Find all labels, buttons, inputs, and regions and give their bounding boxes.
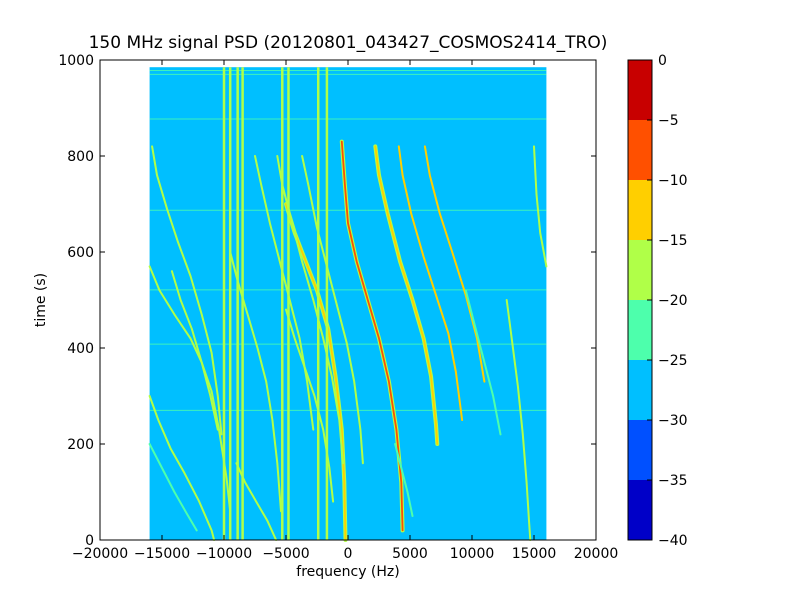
x-tick-label: 5000 — [392, 546, 428, 562]
x-axis-label: frequency (Hz) — [296, 564, 399, 580]
y-axis-label: time (s) — [33, 273, 49, 327]
signal-track — [229, 251, 282, 513]
signal-track — [374, 145, 439, 445]
signal-track — [285, 308, 335, 503]
heatmap-background — [149, 67, 547, 540]
signal-track — [276, 155, 344, 465]
x-tick-label: −5000 — [262, 546, 309, 562]
colorbar: 0 −5 −10 −15 −20 −25 −30 −35 −40 — [627, 53, 688, 549]
colorbar-tick-label: −40 — [658, 533, 688, 549]
signal-track — [285, 203, 347, 541]
signal-track — [464, 289, 502, 436]
colorbar-tick-label: −5 — [658, 113, 679, 129]
colorbar-tick-label: −30 — [658, 413, 688, 429]
x-tick-label: −10000 — [196, 546, 252, 562]
signal-track — [148, 395, 216, 541]
colorbar-tick-label: −10 — [658, 173, 688, 189]
signal-track — [533, 145, 548, 268]
signal-track — [301, 155, 364, 465]
colorbar-tick-label: −25 — [658, 353, 688, 369]
colorbar-band — [628, 360, 652, 420]
colorbar-band — [628, 300, 652, 360]
colorbar-band — [628, 420, 652, 480]
signal-track — [151, 145, 223, 436]
y-axis: 0 200 400 600 800 1000 — [58, 53, 596, 549]
signal-track — [148, 443, 198, 532]
colorbar-tick-label: −35 — [658, 473, 688, 489]
x-tick-label: 0 — [344, 546, 353, 562]
colorbar-band — [628, 240, 652, 300]
x-tick-label: 10000 — [450, 546, 495, 562]
colorbar-band — [628, 480, 652, 540]
plot-area: −20000 −15000 −10000 −5000 0 5000 10000 15000 20… — [58, 53, 618, 562]
signal-track — [397, 145, 464, 421]
x-axis: −20000 −15000 −10000 −5000 0 5000 10000 15000 20… — [72, 60, 618, 562]
x-tick-label: 15000 — [512, 546, 557, 562]
colorbar-bands — [628, 60, 652, 540]
y-tick-label: 0 — [85, 533, 94, 549]
y-tick-label: 800 — [67, 149, 94, 165]
colorbar-ticks: 0 −5 −10 −15 −20 −25 −30 −35 −40 — [647, 53, 688, 549]
colorbar-tick-label: −20 — [658, 293, 688, 309]
colorbar-band — [628, 60, 652, 120]
y-tick-label: 400 — [67, 341, 94, 357]
x-tick-label: −15000 — [134, 546, 190, 562]
chart-title: 150 MHz signal PSD (20120801_043427_COSM… — [89, 33, 608, 53]
signal-track — [254, 155, 315, 431]
x-tick-label: −20000 — [72, 546, 128, 562]
signal-track — [505, 299, 532, 541]
signal-track — [423, 145, 486, 383]
y-tick-label: 200 — [67, 437, 94, 453]
colorbar-tick-label: 0 — [658, 53, 667, 69]
signal-track — [394, 443, 414, 517]
colorbar-band — [628, 120, 652, 180]
colorbar-tick-label: −15 — [658, 233, 688, 249]
x-tick-label: 20000 — [574, 546, 619, 562]
signal-track — [170, 270, 219, 431]
colorbar-band — [628, 180, 652, 240]
y-tick-label: 600 — [67, 245, 94, 261]
y-tick-label: 1000 — [58, 53, 94, 69]
heatmap — [148, 67, 548, 542]
